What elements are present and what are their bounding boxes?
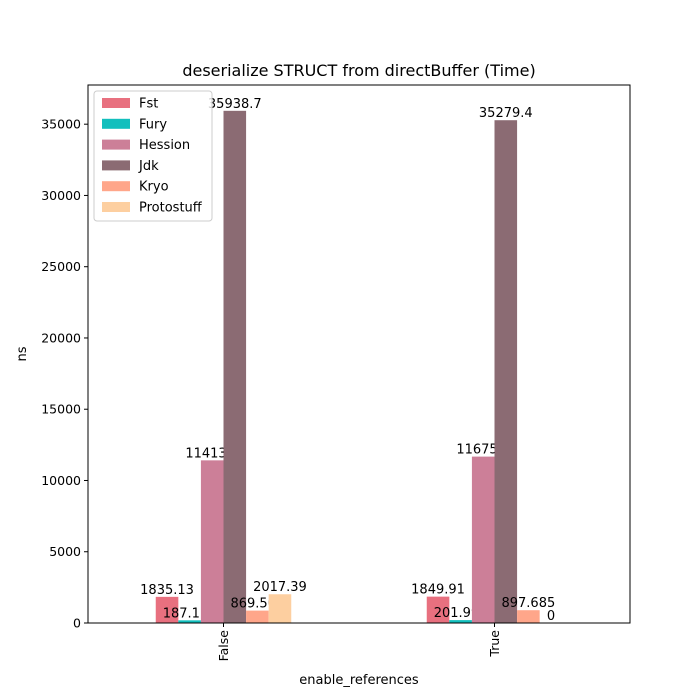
legend-swatch [102,202,130,212]
legend-swatch [102,98,130,108]
legend-label: Hession [139,138,190,153]
data-label: 897.685 [501,596,555,611]
bar-jdk-true [494,120,518,623]
legend-label: Jdk [138,159,159,174]
y-tick-label: 15000 [41,402,81,417]
y-tick-label: 10000 [41,473,81,488]
y-tick-label: 25000 [41,259,81,274]
axes-frame [87,84,631,624]
bar-kryo-true [517,610,540,623]
data-label: 1835.13 [140,583,194,598]
legend-swatch [102,118,130,129]
bar-jdk-false [223,110,247,623]
y-tick-label: 20000 [41,330,81,345]
bar-fst-true [426,596,450,623]
x-axis: False True [216,623,502,661]
x-tick-label: True [487,630,502,658]
y-tick-label: 5000 [49,544,81,559]
bar-protostuff-false [268,594,292,623]
y-tick-label: 0 [73,616,81,631]
x-axis-label: enable_references [299,673,419,688]
bar-fst-false [155,596,179,623]
bar-fury-true [449,620,472,623]
legend-swatch [102,139,130,150]
bar-hession-false [200,460,224,623]
y-axis: 0 5000 10000 15000 20000 25000 30000 35000 [41,117,88,631]
legend-label: Protostuff [139,201,203,216]
bar-fury-false [178,620,201,623]
legend-swatch [102,160,130,171]
chart-title: deserialize STRUCT from directBuffer (Ti… [182,61,535,80]
bar-hession-true [471,456,495,623]
data-label: 0 [547,609,555,624]
bar-kryo-false [246,610,269,623]
data-label: 2017.39 [253,580,307,595]
legend: Fst Fury Hession Jdk Kryo Protostuff [93,90,213,222]
legend-label: Fst [139,97,158,112]
legend-label: Kryo [139,180,169,195]
y-tick-label: 35000 [41,117,81,132]
data-label: 1849.91 [411,583,465,598]
x-tick-label: False [216,630,231,662]
legend-swatch [102,181,130,192]
plot-area: 1835.13187.11511413.235938.7869.5012017.… [140,97,555,624]
y-tick-label: 30000 [41,188,81,203]
data-label: 35279.4 [479,106,533,121]
legend-label: Fury [139,117,167,132]
y-axis-label: ns [15,346,30,361]
data-label: 35938.7 [208,97,262,112]
